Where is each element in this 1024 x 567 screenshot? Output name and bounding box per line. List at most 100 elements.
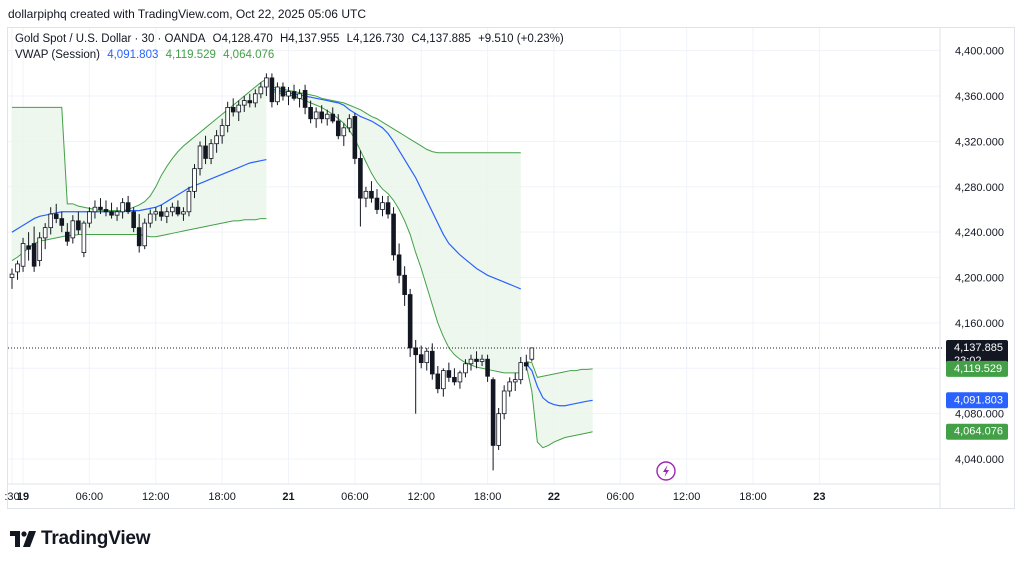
candle-down[interactable] (358, 158, 363, 199)
candle-down[interactable] (474, 358, 479, 362)
candle-down[interactable] (280, 86, 286, 97)
candle-down[interactable] (407, 294, 413, 349)
candle-up[interactable] (463, 363, 468, 374)
symbol-name[interactable]: Gold Spot / U.S. Dollar · 30 · OANDA (15, 33, 206, 45)
candle-up[interactable] (275, 86, 280, 103)
candle-up[interactable] (424, 350, 430, 364)
candle-down[interactable] (65, 231, 70, 242)
candle-up[interactable] (297, 93, 302, 99)
candle-up[interactable] (208, 143, 214, 159)
candle-down[interactable] (330, 113, 336, 122)
candle-down[interactable] (485, 358, 490, 377)
candle-down[interactable] (352, 116, 358, 159)
candle-up[interactable] (81, 222, 87, 253)
candle-up[interactable] (313, 111, 319, 120)
candle-up[interactable] (48, 213, 54, 229)
candle-down[interactable] (230, 107, 236, 113)
candle-up[interactable] (214, 135, 219, 145)
candle-up[interactable] (501, 390, 507, 415)
candle-down[interactable] (136, 227, 142, 247)
candle-down[interactable] (413, 347, 418, 356)
candle-up[interactable] (164, 211, 170, 217)
candle-up[interactable] (529, 347, 535, 360)
candle-up[interactable] (225, 107, 230, 126)
candle-up[interactable] (241, 100, 247, 106)
candle-down[interactable] (429, 350, 435, 375)
candle-up[interactable] (197, 145, 203, 170)
candle-up[interactable] (347, 118, 352, 129)
vwap-tag[interactable] (946, 392, 1008, 409)
candle-down[interactable] (396, 254, 402, 276)
candle-down[interactable] (452, 376, 457, 383)
candle-up[interactable] (42, 227, 48, 239)
candle-down[interactable] (374, 197, 380, 210)
candle-down[interactable] (418, 354, 424, 364)
candle-down[interactable] (98, 206, 103, 210)
candle-up[interactable] (15, 263, 20, 273)
candle-up[interactable] (192, 168, 197, 192)
symbol-legend[interactable]: Gold Spot / U.S. Dollar · 30 · OANDA O4,… (15, 33, 568, 45)
candle-down[interactable] (308, 107, 313, 120)
candle-down[interactable] (291, 91, 297, 99)
candle-up[interactable] (9, 273, 15, 278)
candle-down[interactable] (269, 77, 275, 103)
candle-up[interactable] (181, 211, 186, 215)
candle-up[interactable] (286, 91, 291, 97)
candle-up[interactable] (114, 211, 120, 216)
candle-down[interactable] (109, 211, 114, 216)
candle-down[interactable] (175, 206, 181, 215)
candle-up[interactable] (380, 202, 385, 210)
candle-down[interactable] (247, 100, 253, 104)
candle-up[interactable] (87, 211, 92, 224)
vwap-lower-tag[interactable] (946, 423, 1008, 440)
candle-down[interactable] (523, 362, 529, 367)
candle-down[interactable] (385, 202, 391, 215)
candle-up[interactable] (142, 222, 148, 247)
candle-up[interactable] (324, 113, 330, 120)
candle-up[interactable] (37, 237, 42, 261)
vwap-indicator-name[interactable]: VWAP (Session) (15, 49, 100, 61)
candle-up[interactable] (236, 104, 242, 113)
candle-up[interactable] (479, 358, 485, 362)
candle-up[interactable] (20, 243, 26, 267)
candle-up[interactable] (496, 413, 501, 446)
candle-up[interactable] (219, 125, 225, 137)
vwap-legend[interactable]: VWAP (Session) 4,091.803 4,119.529 4,064… (15, 49, 278, 61)
candle-down[interactable] (125, 202, 131, 213)
candle-down[interactable] (319, 111, 324, 120)
candle-down[interactable] (391, 213, 396, 256)
candle-up[interactable] (253, 93, 258, 104)
candle-up[interactable] (147, 213, 153, 224)
candle-up[interactable] (120, 202, 125, 213)
candle-down[interactable] (369, 190, 374, 199)
candle-down[interactable] (159, 211, 164, 217)
candle-up[interactable] (441, 370, 446, 390)
candle-up[interactable] (341, 127, 347, 137)
candle-up[interactable] (363, 190, 369, 199)
candle-down[interactable] (131, 211, 136, 229)
candle-down[interactable] (53, 213, 59, 219)
candle-down[interactable] (26, 245, 31, 250)
candle-up[interactable] (70, 220, 76, 239)
candle-up[interactable] (170, 206, 175, 213)
candle-up[interactable] (512, 379, 518, 383)
candle-down[interactable] (103, 209, 109, 213)
candle-down[interactable] (446, 370, 452, 378)
candle-down[interactable] (435, 373, 441, 390)
candle-up[interactable] (468, 358, 474, 365)
candle-down[interactable] (302, 89, 308, 108)
candle-up[interactable] (153, 211, 159, 215)
candle-up[interactable] (186, 190, 192, 213)
candle-up[interactable] (518, 362, 524, 381)
candle-down[interactable] (490, 379, 496, 446)
candle-down[interactable] (59, 218, 65, 226)
candle-down[interactable] (76, 220, 81, 231)
candle-up[interactable] (264, 77, 269, 88)
candle-up[interactable] (507, 381, 512, 392)
candle-down[interactable] (203, 145, 208, 159)
vwap-upper-tag[interactable] (946, 360, 1008, 377)
tradingview-brand[interactable]: TradingView (10, 528, 151, 550)
candle-up[interactable] (457, 372, 463, 383)
candle-down[interactable] (335, 120, 341, 137)
